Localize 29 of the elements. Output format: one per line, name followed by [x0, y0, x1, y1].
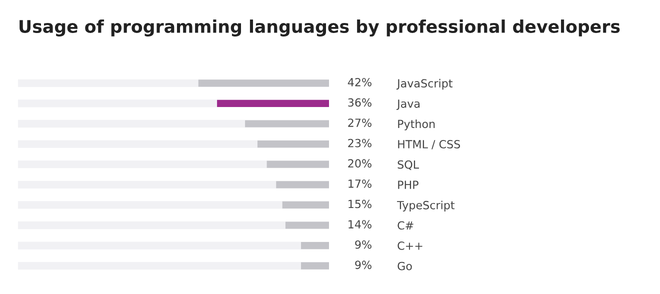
bar: [245, 120, 329, 128]
y-tick-label: C#: [398, 221, 414, 230]
data-label: 20%: [348, 159, 372, 168]
y-tick-label: PHP: [398, 180, 418, 189]
data-label: 9%: [355, 260, 372, 270]
bar: [301, 242, 329, 250]
bar: [301, 262, 329, 270]
y-tick-label: JavaScript: [396, 78, 452, 90]
bar: [276, 181, 329, 188]
data-label: 36%: [348, 98, 372, 107]
bar: [285, 222, 329, 229]
y-tick-label: Java: [396, 100, 420, 110]
data-label: 9%: [355, 240, 372, 249]
y-tick-label: SQL: [398, 160, 419, 170]
y-tick-label: C++: [398, 242, 422, 250]
bar: [266, 160, 329, 168]
data-label: 17%: [348, 179, 372, 188]
y-tick-label: HTML / CSS: [398, 140, 460, 150]
bar: [257, 140, 329, 148]
data-label: 14%: [348, 220, 372, 228]
y-tick-label: Python: [398, 120, 435, 130]
data-label: 42%: [348, 78, 372, 86]
y-tick-label: TypeScript: [397, 200, 455, 212]
bar: [282, 201, 329, 209]
data-label: 15%: [348, 200, 372, 208]
data-label: 27%: [348, 118, 372, 127]
data-label: 23%: [348, 138, 372, 148]
chart-title: Usage of programming languages by professional developers: [20, 20, 620, 36]
y-tick-label: Go: [398, 262, 412, 270]
